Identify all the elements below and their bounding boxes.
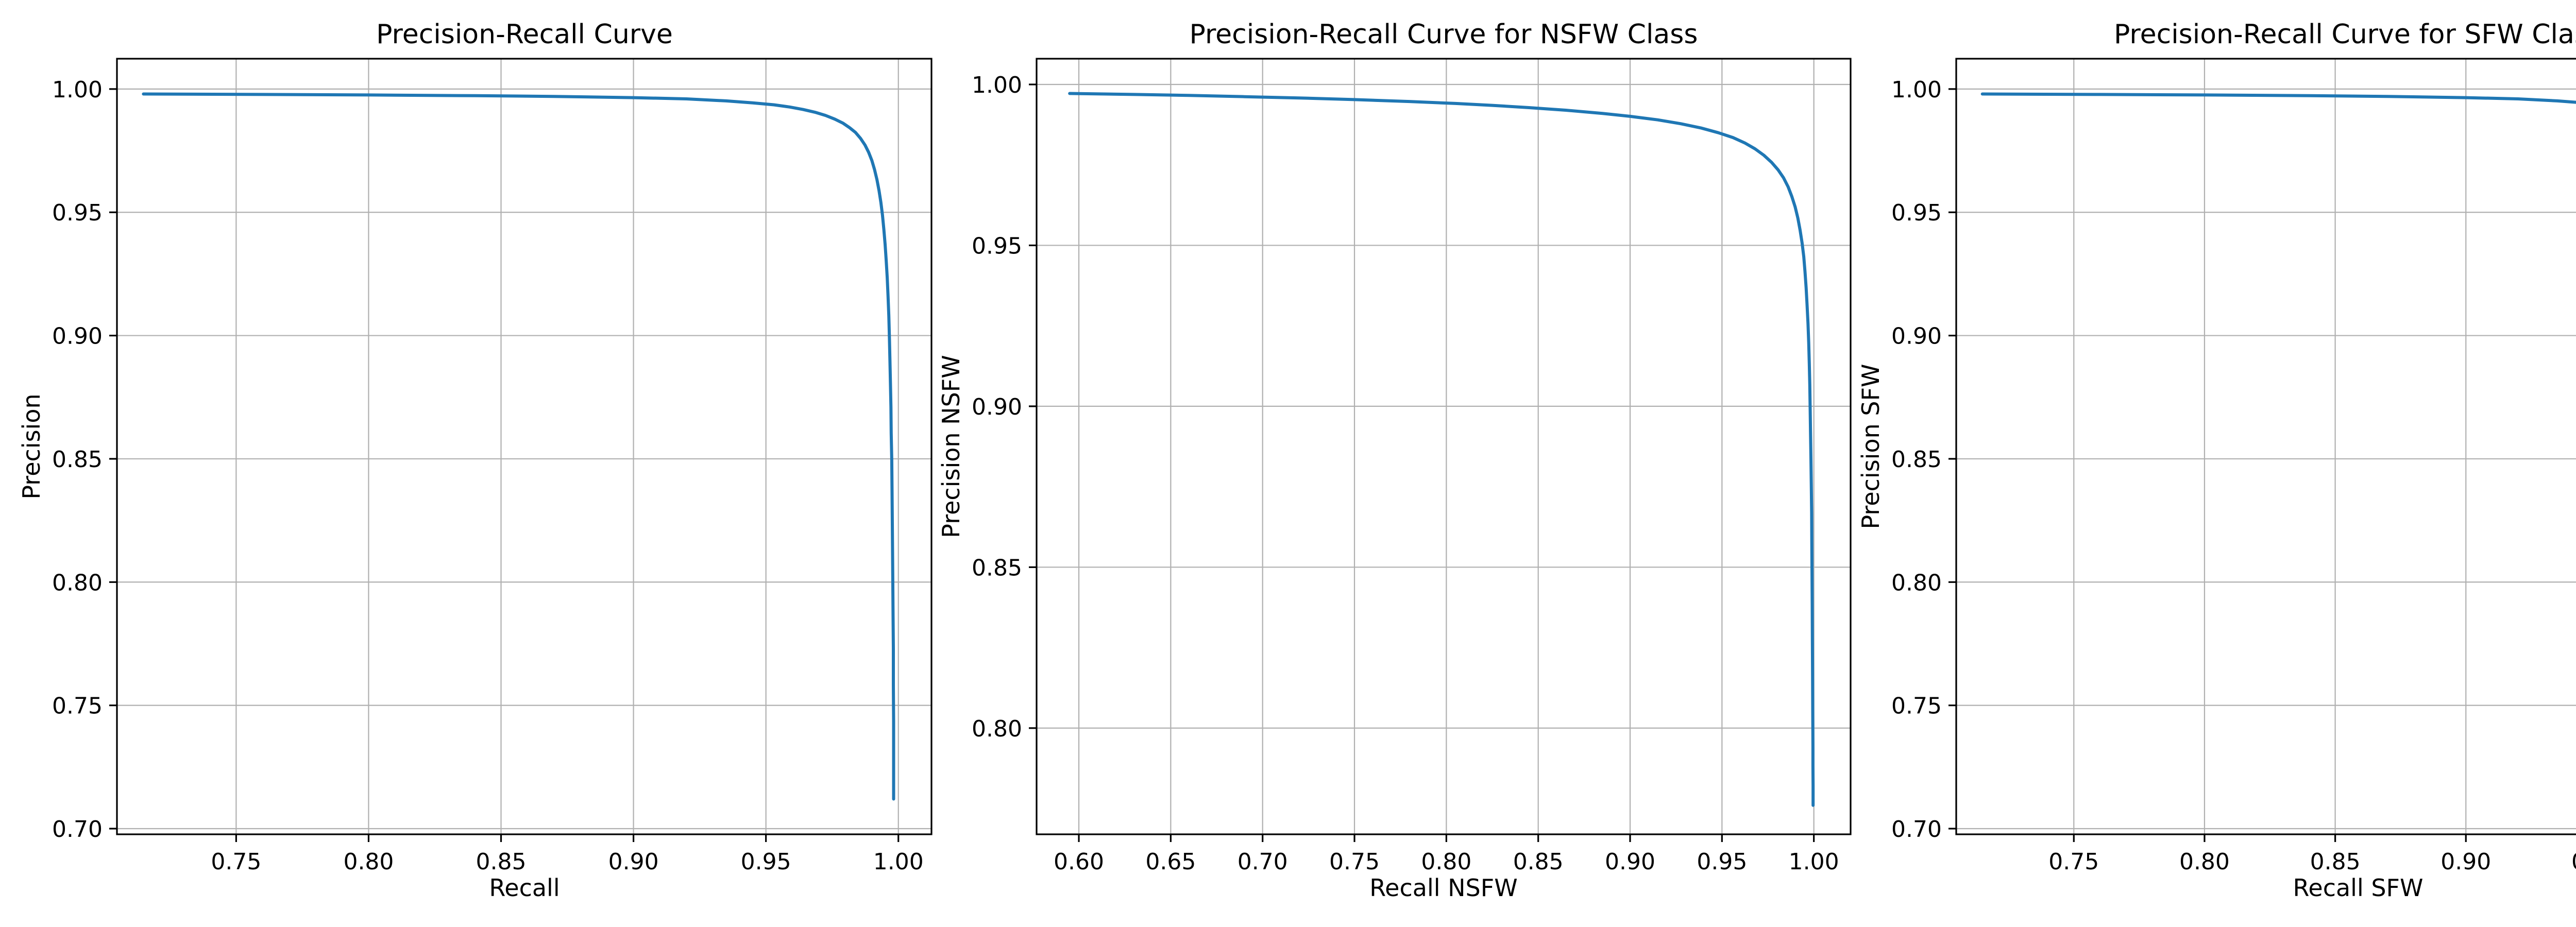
y-tick-label: 0.80 [1891,570,1942,596]
x-tick-label: 0.80 [343,849,394,875]
y-tick-label: 0.90 [52,323,103,350]
y-tick-label: 0.85 [52,447,103,473]
y-tick-label: 0.70 [52,816,103,843]
y-tick-label: 0.90 [1891,323,1942,350]
subplot-precision-recall-nsfw: Precision-Recall Curve for NSFW Class Re… [927,0,1855,927]
x-tick-label: 0.80 [2179,849,2230,875]
y-tick-label: 1.00 [1891,77,1942,103]
axes-spines [116,58,933,835]
y-axis-label: Precision SFW [1857,364,1885,529]
subplot-precision-recall-sfw: Precision-Recall Curve for SFW Class Rec… [1855,0,2576,927]
subplot-precision-recall-overall: Precision-Recall Curve Recall Precision … [0,0,933,927]
y-tick-label: 1.00 [972,72,1022,98]
y-tick-label: 0.80 [52,570,103,596]
x-tick-label: 0.85 [2310,849,2361,875]
x-tick-label: 0.90 [1605,849,1655,875]
x-tick-label: 0.70 [1238,849,1288,875]
y-tick-label: 0.95 [1891,200,1942,226]
x-tick-label: 1.00 [873,849,924,875]
plot-background [1956,59,2576,834]
chart-title: Precision-Recall Curve for SFW Class [2114,19,2576,50]
y-axis-label: Precision [18,393,45,499]
x-tick-label: 0.95 [741,849,791,875]
chart-title: Precision-Recall Curve [376,19,673,50]
x-tick-label: 0.95 [1697,849,1747,875]
axes-spines [1955,58,2576,835]
x-tick-label: 0.90 [608,849,659,875]
y-tick-label: 1.00 [52,77,103,103]
x-tick-label: 0.65 [1145,849,1196,875]
chart-title: Precision-Recall Curve for NSFW Class [1190,19,1698,50]
y-tick-label: 0.95 [972,233,1022,259]
y-tick-label: 0.70 [1891,816,1942,843]
x-tick-label: 0.60 [1054,849,1104,875]
y-tick-label: 0.95 [52,200,103,226]
x-tick-label: 0.75 [2048,849,2099,875]
y-tick-label: 0.90 [972,394,1022,420]
x-tick-label: 0.85 [1513,849,1564,875]
x-tick-label: 0.75 [211,849,261,875]
y-tick-label: 0.85 [972,555,1022,581]
y-tick-label: 0.80 [972,716,1022,742]
plot-background [117,59,931,834]
precision-recall-curve-line [142,92,895,801]
pr-curve-plot-overall: Precision-Recall Curve Recall Precision … [18,19,933,902]
x-tick-label: 1.00 [1789,849,1839,875]
x-axis-label: Recall [489,874,560,902]
y-axis-label: Precision NSFW [937,355,965,538]
x-tick-label: 0.75 [1329,849,1380,875]
y-tick-label: 0.75 [1891,693,1942,719]
pr-curve-plot-sfw: Precision-Recall Curve for SFW Class Rec… [1857,19,2576,902]
pr-curve-plot-nsfw: Precision-Recall Curve for NSFW Class Re… [937,19,1852,902]
x-tick-label: 0.80 [1421,849,1471,875]
x-tick-label: 0.90 [2441,849,2491,875]
x-axis-label: Recall NSFW [1369,874,1517,902]
axes-spines [1036,58,1852,835]
precision-recall-nsfw-curve-line [1068,92,1815,807]
y-tick-label: 0.85 [1891,447,1942,473]
x-tick-label: 0.95 [2571,849,2576,875]
x-axis-label: Recall SFW [2293,874,2424,902]
y-tick-label: 0.75 [52,693,103,719]
x-tick-label: 0.85 [476,849,527,875]
plot-background [1037,59,1851,834]
